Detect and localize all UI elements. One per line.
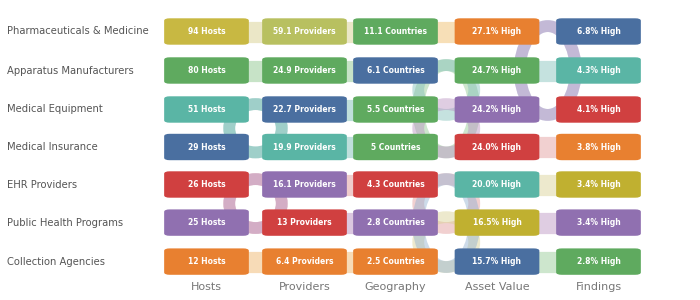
FancyBboxPatch shape <box>455 134 540 160</box>
FancyBboxPatch shape <box>262 18 347 45</box>
FancyBboxPatch shape <box>455 96 540 123</box>
Text: Providers: Providers <box>279 283 330 292</box>
Text: 5 Countries: 5 Countries <box>371 142 420 152</box>
Text: 4.1% High: 4.1% High <box>577 105 620 114</box>
FancyBboxPatch shape <box>455 248 540 275</box>
Text: Findings: Findings <box>575 283 622 292</box>
Text: 6.4 Providers: 6.4 Providers <box>276 257 333 266</box>
Text: Medical Equipment: Medical Equipment <box>7 104 103 115</box>
Text: 11.1 Countries: 11.1 Countries <box>364 27 427 36</box>
Text: 6.8% High: 6.8% High <box>577 27 620 36</box>
Text: 24.7% High: 24.7% High <box>473 66 522 75</box>
FancyBboxPatch shape <box>353 18 438 45</box>
Text: 5.5 Countries: 5.5 Countries <box>367 105 424 114</box>
Text: EHR Providers: EHR Providers <box>7 179 77 190</box>
Text: 4.3% High: 4.3% High <box>577 66 620 75</box>
FancyBboxPatch shape <box>353 209 438 236</box>
Text: 4.3 Countries: 4.3 Countries <box>367 180 424 189</box>
FancyBboxPatch shape <box>353 171 438 198</box>
Text: 80 Hosts: 80 Hosts <box>188 66 225 75</box>
FancyBboxPatch shape <box>164 209 249 236</box>
Text: Apparatus Manufacturers: Apparatus Manufacturers <box>7 65 134 76</box>
Text: 26 Hosts: 26 Hosts <box>188 180 225 189</box>
FancyBboxPatch shape <box>353 248 438 275</box>
Text: 24.0% High: 24.0% High <box>473 142 522 152</box>
Text: 16.1 Providers: 16.1 Providers <box>273 180 336 189</box>
FancyBboxPatch shape <box>556 171 641 198</box>
FancyBboxPatch shape <box>353 96 438 123</box>
Text: 3.8% High: 3.8% High <box>577 142 620 152</box>
FancyBboxPatch shape <box>556 57 641 84</box>
Text: 94 Hosts: 94 Hosts <box>188 27 225 36</box>
FancyBboxPatch shape <box>556 209 641 236</box>
FancyBboxPatch shape <box>262 171 347 198</box>
Text: Hosts: Hosts <box>191 283 222 292</box>
Text: Asset Value: Asset Value <box>465 283 529 292</box>
Text: Collection Agencies: Collection Agencies <box>7 256 105 267</box>
FancyBboxPatch shape <box>262 134 347 160</box>
FancyBboxPatch shape <box>164 171 249 198</box>
Text: 20.0% High: 20.0% High <box>473 180 522 189</box>
Text: 2.5 Countries: 2.5 Countries <box>367 257 424 266</box>
Text: 16.5% High: 16.5% High <box>473 218 522 227</box>
FancyBboxPatch shape <box>164 248 249 275</box>
FancyBboxPatch shape <box>164 134 249 160</box>
FancyBboxPatch shape <box>556 18 641 45</box>
Text: 15.7% High: 15.7% High <box>473 257 522 266</box>
FancyBboxPatch shape <box>455 209 540 236</box>
Text: 29 Hosts: 29 Hosts <box>188 142 225 152</box>
Text: Public Health Programs: Public Health Programs <box>7 218 123 228</box>
FancyBboxPatch shape <box>556 248 641 275</box>
Text: 59.1 Providers: 59.1 Providers <box>273 27 336 36</box>
Text: 2.8% High: 2.8% High <box>577 257 620 266</box>
Text: 22.7 Providers: 22.7 Providers <box>273 105 336 114</box>
FancyBboxPatch shape <box>455 57 540 84</box>
FancyBboxPatch shape <box>164 57 249 84</box>
Text: 24.2% High: 24.2% High <box>473 105 522 114</box>
FancyBboxPatch shape <box>262 96 347 123</box>
FancyBboxPatch shape <box>353 134 438 160</box>
FancyBboxPatch shape <box>455 171 540 198</box>
Text: 2.8 Countries: 2.8 Countries <box>367 218 424 227</box>
Text: 6.1 Countries: 6.1 Countries <box>367 66 424 75</box>
Text: 3.4% High: 3.4% High <box>577 180 620 189</box>
FancyBboxPatch shape <box>262 209 347 236</box>
FancyBboxPatch shape <box>164 96 249 123</box>
Text: 13 Providers: 13 Providers <box>277 218 332 227</box>
Text: 51 Hosts: 51 Hosts <box>188 105 225 114</box>
FancyBboxPatch shape <box>556 96 641 123</box>
FancyBboxPatch shape <box>164 18 249 45</box>
Text: 27.1% High: 27.1% High <box>473 27 522 36</box>
FancyBboxPatch shape <box>556 134 641 160</box>
FancyBboxPatch shape <box>455 18 540 45</box>
Text: 24.9 Providers: 24.9 Providers <box>273 66 336 75</box>
FancyBboxPatch shape <box>262 57 347 84</box>
Text: Medical Insurance: Medical Insurance <box>7 142 98 152</box>
Text: 3.4% High: 3.4% High <box>577 218 620 227</box>
Text: 19.9 Providers: 19.9 Providers <box>273 142 336 152</box>
Text: 12 Hosts: 12 Hosts <box>188 257 225 266</box>
FancyBboxPatch shape <box>262 248 347 275</box>
Text: Pharmaceuticals & Medicine: Pharmaceuticals & Medicine <box>7 26 148 37</box>
Text: Geography: Geography <box>365 283 426 292</box>
FancyBboxPatch shape <box>353 57 438 84</box>
Text: 25 Hosts: 25 Hosts <box>188 218 225 227</box>
